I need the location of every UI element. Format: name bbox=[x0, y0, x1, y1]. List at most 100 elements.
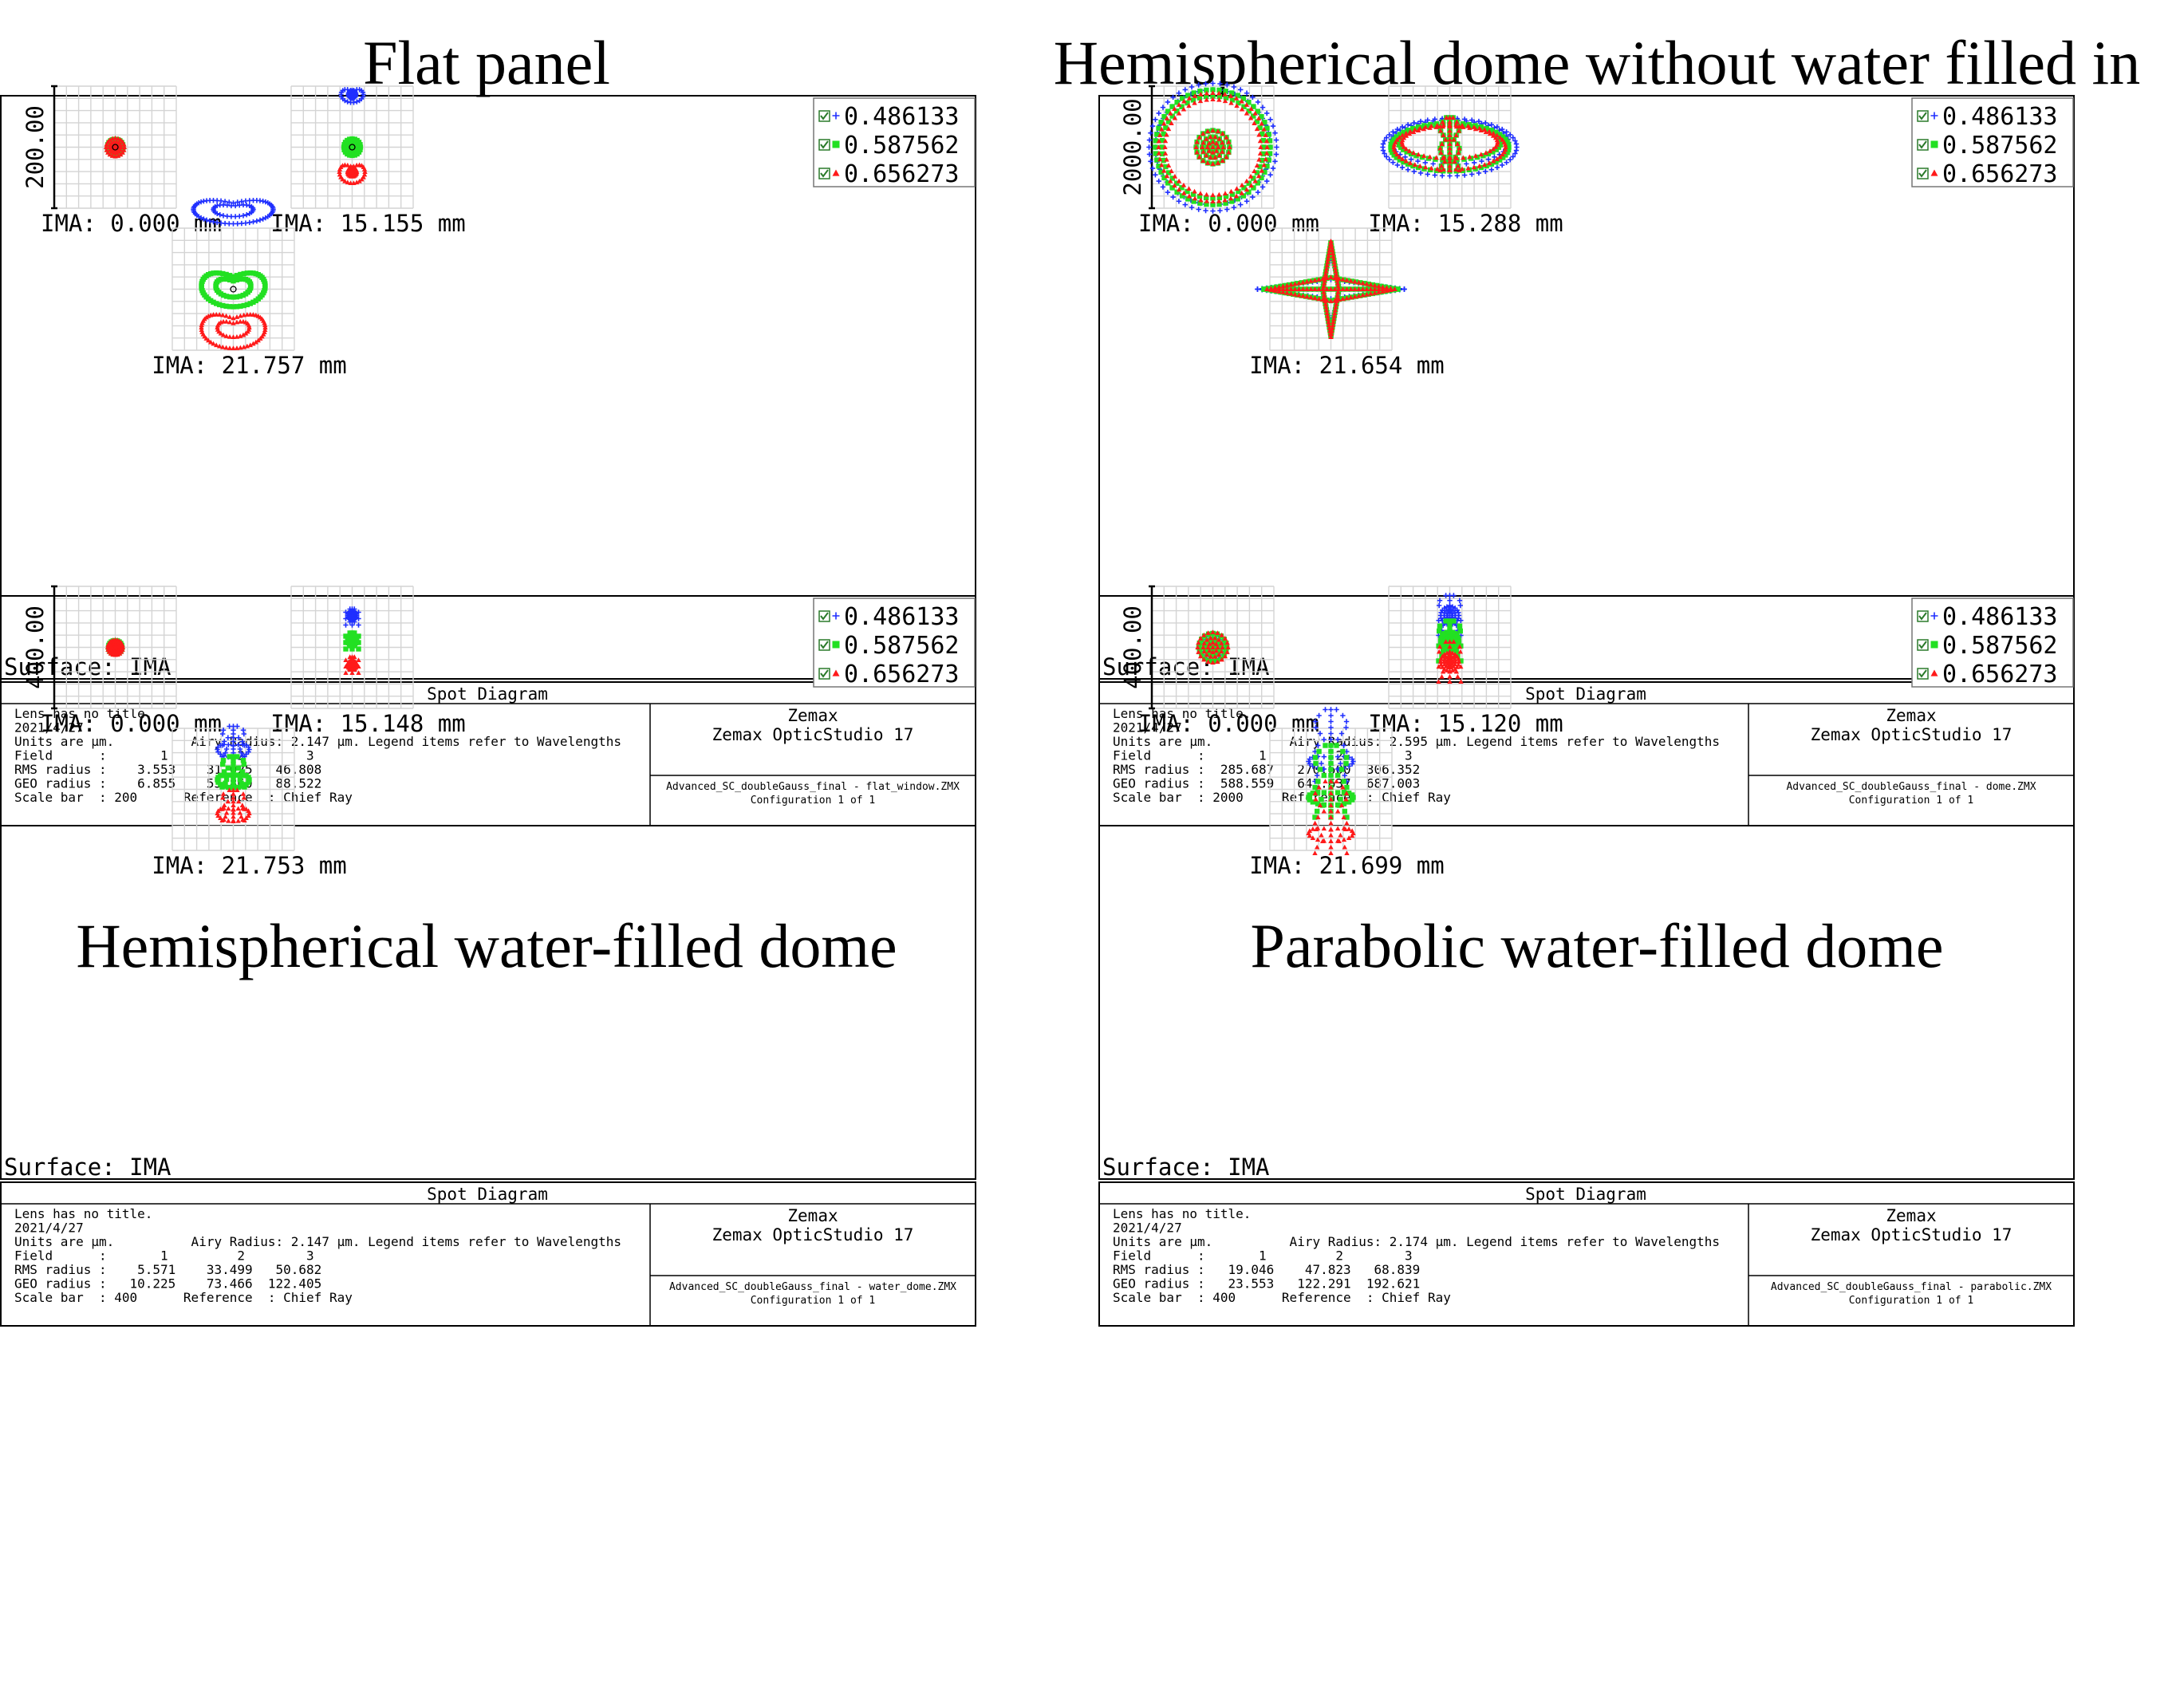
legend-item: 0.587562 bbox=[818, 132, 960, 160]
ima-label: IMA: 21.699 mm bbox=[1249, 852, 1444, 879]
scale-bar-label: 400.00 bbox=[1119, 605, 1146, 689]
spot-series-0.656273 bbox=[1264, 239, 1398, 340]
footer-line: Lens has no title. bbox=[1113, 706, 1251, 721]
spot-series-0.656273 bbox=[103, 135, 128, 159]
footer-product: Zemax OpticStudio 17 bbox=[1811, 725, 2013, 744]
footer-line: RMS radius : 5.571 33.499 50.682 bbox=[14, 1262, 321, 1277]
footer-product: Zemax OpticStudio 17 bbox=[712, 1225, 914, 1244]
ima-label: IMA: 21.654 mm bbox=[1249, 352, 1444, 379]
spot-plot-3: IMA: 21.654 mm bbox=[1249, 227, 1445, 379]
legend-label: 0.587562 bbox=[844, 132, 960, 160]
surface-label: Surface: IMA bbox=[1102, 653, 1270, 680]
footer-line: Lens has no title. bbox=[14, 706, 152, 721]
legend-item: 0.486133 bbox=[818, 603, 960, 631]
footer-title: Spot Diagram bbox=[1525, 1185, 1646, 1204]
footer-box: Spot Diagram Lens has no title.2021/4/27U… bbox=[1098, 681, 2075, 826]
footer-line: 2021/4/27 bbox=[1113, 1221, 1182, 1236]
spot-series-0.587562 bbox=[341, 136, 364, 159]
panel-2: Hemispherical dome without water filled … bbox=[1054, 28, 2140, 826]
spot-plot-1: 200.00 IMA: 0.000 mm bbox=[22, 85, 222, 237]
plot-frame bbox=[0, 595, 976, 1180]
legend-item: 0.486133 bbox=[1917, 603, 2058, 631]
surface-label: Surface: IMA bbox=[1102, 1154, 1270, 1181]
spot-plot-1: 400.00 IMA: 0.000 mm bbox=[1119, 585, 1319, 737]
footer-line: 2021/4/27 bbox=[1113, 720, 1182, 736]
spot-series-0.656273 bbox=[337, 162, 368, 185]
legend-item: 0.656273 bbox=[1917, 160, 2058, 188]
legend-label: 0.587562 bbox=[844, 632, 960, 660]
footer-product: Zemax OpticStudio 17 bbox=[712, 725, 914, 744]
surface-label: Surface: IMA bbox=[4, 1154, 171, 1181]
panel-1: Flat panel0.4861330.5875620.656273200.00… bbox=[0, 28, 976, 826]
plot-frame bbox=[1098, 595, 2075, 1180]
legend-label: 0.656273 bbox=[844, 160, 960, 188]
footer-config: Configuration 1 of 1 bbox=[751, 1295, 876, 1307]
spot-plot-3: IMA: 21.757 mm bbox=[152, 197, 347, 379]
footer-line: GEO radius : 10.225 73.466 122.405 bbox=[14, 1276, 321, 1292]
footer-company: Zemax bbox=[1886, 1206, 1936, 1225]
spot-series-0.486133 bbox=[338, 87, 366, 105]
footer-line: 2021/4/27 bbox=[14, 1221, 84, 1236]
legend-label: 0.486133 bbox=[844, 103, 960, 131]
footer-box: Spot Diagram Lens has no title.2021/4/27U… bbox=[1098, 1181, 2075, 1327]
footer-line: RMS radius : 285.687 270.600 306.352 bbox=[1113, 762, 1420, 777]
legend-label: 0.587562 bbox=[1942, 132, 2058, 160]
spot-series-0.656273 bbox=[1391, 115, 1508, 173]
legend-item: 0.587562 bbox=[1917, 132, 2058, 160]
footer-line: 2021/4/27 bbox=[14, 720, 84, 736]
footer-line: Field : 1 2 3 bbox=[14, 1248, 314, 1264]
footer-file: Advanced_SC_doubleGauss_final - dome.ZMX bbox=[1786, 781, 2036, 793]
legend-label: 0.656273 bbox=[1942, 160, 2058, 188]
footer-config: Configuration 1 of 1 bbox=[1849, 795, 1974, 807]
panel-4: Parabolic water-filled dome 0.4861330.587… bbox=[1098, 585, 2075, 1327]
legend-label: 0.486133 bbox=[1942, 603, 2058, 631]
ima-label: IMA: 0.000 mm bbox=[1138, 210, 1319, 237]
spot-series-0.587562 bbox=[343, 630, 361, 652]
ima-label: IMA: 15.120 mm bbox=[1368, 710, 1563, 737]
legend-item: 0.486133 bbox=[818, 103, 960, 131]
scale-bar bbox=[1149, 85, 1155, 210]
footer-file: Advanced_SC_doubleGauss_final - water_do… bbox=[669, 1281, 956, 1293]
panel-title: Hemispherical dome without water filled … bbox=[1054, 28, 2140, 97]
footer-title: Spot Diagram bbox=[1525, 684, 1646, 704]
legend-item: 0.486133 bbox=[1917, 103, 2058, 131]
legend-item: 0.587562 bbox=[818, 632, 960, 660]
ima-label: IMA: 0.000 mm bbox=[41, 710, 222, 737]
legend-label: 0.486133 bbox=[1942, 103, 2058, 131]
spot-series-0.486133 bbox=[191, 197, 276, 227]
legend-item: 0.656273 bbox=[818, 661, 960, 688]
footer-company: Zemax bbox=[787, 1206, 838, 1225]
spot-plot-3: IMA: 21.699 mm bbox=[1249, 707, 1445, 879]
panel-title: Hemispherical water-filled dome bbox=[76, 911, 897, 980]
panel-3: Hemispherical water-filled dome0.4861330… bbox=[0, 585, 976, 1327]
footer-line: Units are µm. Airy Radius: 2.147 µm. Leg… bbox=[14, 1234, 621, 1249]
ima-label: IMA: 15.148 mm bbox=[270, 710, 465, 737]
spot-plot-2: IMA: 15.155 mm bbox=[270, 85, 466, 237]
footer-line: RMS radius : 19.046 47.823 68.839 bbox=[1113, 1262, 1420, 1277]
spot-series-0.587562 bbox=[199, 270, 268, 310]
spot-plot-2: IMA: 15.148 mm bbox=[270, 586, 466, 737]
spot-series-0.656273 bbox=[1156, 90, 1270, 204]
footer-company: Zemax bbox=[1886, 706, 1936, 725]
legend-label: 0.587562 bbox=[1942, 632, 2058, 660]
footer-line: Units are µm. Airy Radius: 2.147 µm. Leg… bbox=[14, 734, 621, 749]
footer-line: GEO radius : 23.553 122.291 192.621 bbox=[1113, 1276, 1420, 1292]
spot-series-0.656273 bbox=[215, 787, 252, 824]
spot-plot-3: IMA: 21.753 mm bbox=[152, 724, 347, 879]
scale-bar-label: 200.00 bbox=[22, 105, 49, 189]
spot-plot-2: IMA: 15.120 mm bbox=[1368, 586, 1563, 737]
plot-frame bbox=[1098, 95, 2075, 680]
scale-bar-label: 2000.00 bbox=[1119, 98, 1146, 195]
spot-series-0.656273 bbox=[1306, 779, 1356, 856]
scale-bar bbox=[51, 85, 57, 210]
footer-title: Spot Diagram bbox=[427, 684, 548, 704]
scale-bar bbox=[51, 585, 57, 710]
panel-title: Flat panel bbox=[363, 28, 610, 97]
footer-line: GEO radius : 6.855 53.860 88.522 bbox=[14, 776, 321, 791]
spot-series-0.656273 bbox=[1195, 629, 1231, 665]
legend-label: 0.656273 bbox=[844, 661, 960, 688]
